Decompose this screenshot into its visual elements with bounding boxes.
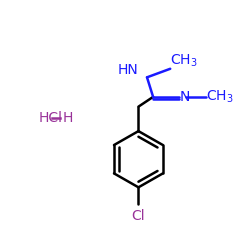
Text: CH$_3$: CH$_3$ [170,52,198,69]
Text: H: H [63,111,73,125]
Text: HN: HN [118,63,139,77]
Text: CH$_3$: CH$_3$ [206,89,233,105]
Text: Cl: Cl [132,209,145,223]
Text: HCl: HCl [38,111,62,125]
Text: N: N [179,90,190,104]
